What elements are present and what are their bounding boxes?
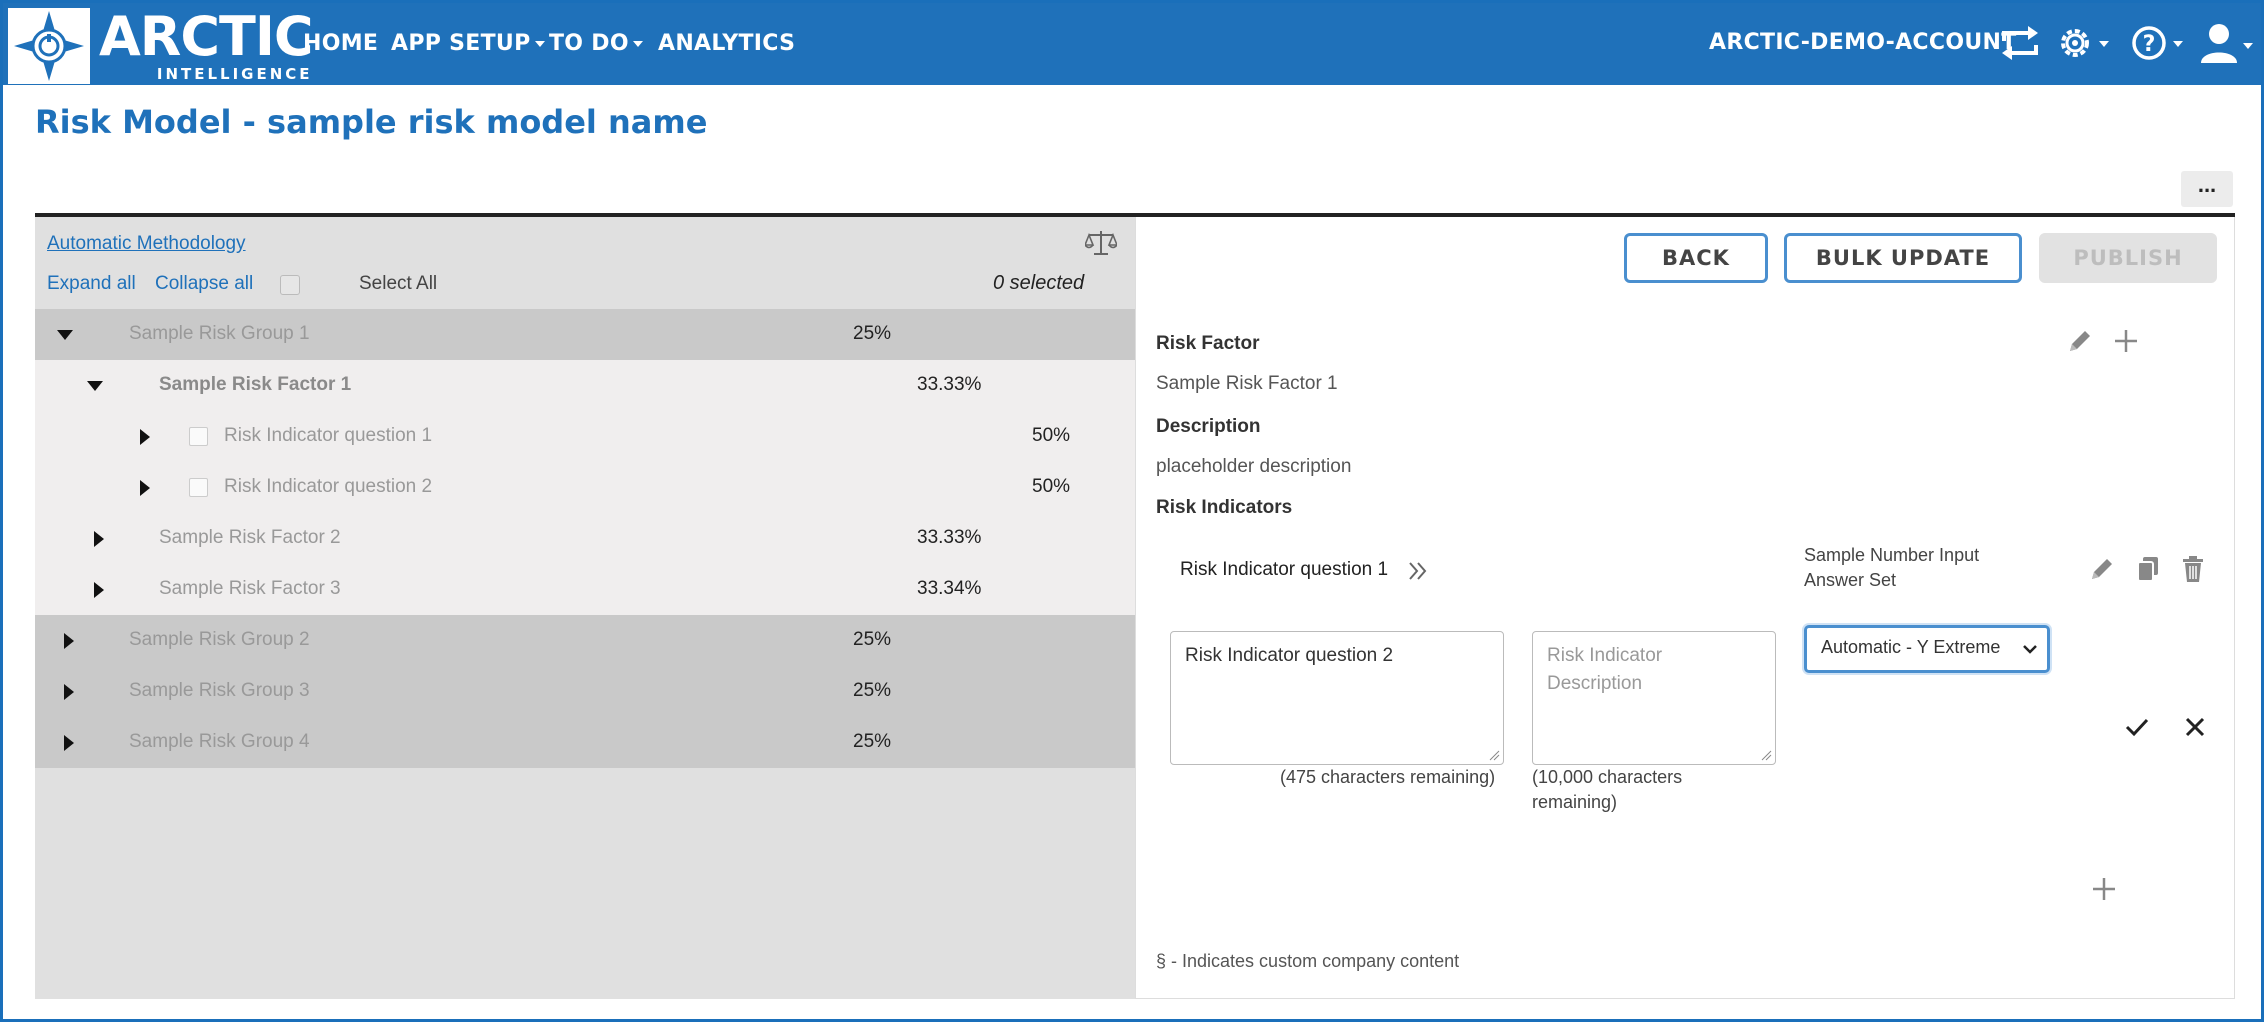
tree-row-percentage: 25% — [853, 323, 892, 344]
tree-row-factor[interactable]: Sample Risk Factor 2 33.33% — [35, 513, 1135, 564]
question-char-count: (475 characters remaining) — [1280, 767, 1496, 787]
indicator-question-textarea[interactable]: Risk Indicator question 2 — [1170, 631, 1504, 765]
gear-icon[interactable] — [2057, 23, 2111, 68]
indicator-question-input-value: Risk Indicator question 2 — [1185, 645, 1394, 666]
tree-row-factor[interactable]: Sample Risk Factor 1 33.33% — [35, 360, 1135, 411]
tree-row-label: Sample Risk Group 2 — [129, 629, 310, 650]
bulk-update-button[interactable]: BULK UPDATE — [1784, 233, 2022, 283]
tree-row-group[interactable]: Sample Risk Group 1 25% — [35, 309, 1135, 360]
methodology-link[interactable]: Automatic Methodology — [47, 233, 246, 254]
tree-row-percentage: 33.33% — [917, 527, 982, 548]
caret-right-icon[interactable] — [64, 633, 74, 649]
caret-right-icon[interactable] — [140, 429, 150, 445]
caret-down-icon[interactable] — [57, 330, 73, 340]
select-all-label: Select All — [359, 273, 438, 294]
tree-row-label: Risk Indicator question 1 — [224, 425, 433, 446]
tree-row-percentage: 33.34% — [917, 578, 982, 599]
brand-name: ARCTIC — [99, 5, 314, 68]
resize-grip-icon[interactable] — [1488, 749, 1500, 761]
tree-row-label: Sample Risk Factor 1 — [159, 374, 352, 395]
edit-pencil-icon[interactable] — [2066, 327, 2094, 360]
caret-right-icon[interactable] — [140, 480, 150, 496]
account-name[interactable]: ARCTIC-DEMO-ACCOUNT — [1709, 30, 2017, 55]
trash-icon[interactable] — [2180, 555, 2206, 588]
tree-row-percentage: 25% — [853, 629, 892, 650]
resize-grip-icon[interactable] — [1760, 749, 1772, 761]
tree-row-label: Sample Risk Group 1 — [129, 323, 310, 344]
copy-icon[interactable] — [2135, 555, 2161, 588]
tree-row-group[interactable]: Sample Risk Group 3 25% — [35, 666, 1135, 717]
arctic-logo-icon[interactable] — [8, 8, 90, 84]
caret-right-icon[interactable] — [94, 531, 104, 547]
risk-indicators-label: Risk Indicators — [1156, 497, 1293, 518]
brand-wordmark[interactable]: ARCTIC INTELLIGENCE — [99, 5, 314, 84]
tree-row-percentage: 25% — [853, 731, 892, 752]
tree-row-factor[interactable]: Sample Risk Factor 3 33.34% — [35, 564, 1135, 615]
switch-account-icon[interactable] — [1998, 23, 2042, 68]
tree-row-indicator[interactable]: Risk Indicator question 1 50% — [35, 411, 1135, 462]
indicator-description-placeholder: Risk Indicator Description — [1547, 645, 1663, 694]
chevron-down-icon — [2021, 640, 2039, 658]
risk-factor-detail-panel: BACK BULK UPDATE PUBLISH Risk Factor Sam… — [1135, 217, 2235, 999]
select-all-checkbox[interactable] — [280, 275, 300, 295]
risk-tree-panel: Automatic Methodology Expand all Collaps… — [35, 217, 1135, 999]
indicator-checkbox[interactable] — [189, 478, 208, 497]
caret-right-icon[interactable] — [64, 735, 74, 751]
cancel-close-icon[interactable] — [2183, 715, 2207, 744]
collapse-all-link[interactable]: Collapse all — [155, 273, 254, 294]
top-navbar: ARCTIC INTELLIGENCE HOME APP SETUP TO DO… — [3, 3, 2261, 85]
custom-content-footnote: § - Indicates custom company content — [1156, 951, 1460, 971]
description-label: Description — [1156, 416, 1261, 437]
risk-factor-label: Risk Factor — [1156, 333, 1260, 354]
tree-row-group[interactable]: Sample Risk Group 4 25% — [35, 717, 1135, 768]
caret-right-icon[interactable] — [94, 582, 104, 598]
indicator-answer-set: Sample Number Input Answer Set — [1804, 545, 1980, 590]
tree-row-label: Risk Indicator question 2 — [224, 476, 433, 497]
indicator-checkbox[interactable] — [189, 427, 208, 446]
caret-right-icon[interactable] — [64, 684, 74, 700]
more-options-button[interactable]: ... — [2181, 171, 2233, 207]
nav-app-setup[interactable]: APP SETUP — [391, 31, 545, 56]
page-title: Risk Model - sample risk model name — [35, 103, 708, 141]
selected-count: 0 selected — [993, 272, 1085, 294]
back-button[interactable]: BACK — [1624, 233, 1768, 283]
indicator-question: Risk Indicator question 1 — [1180, 559, 1389, 580]
chevron-down-icon — [534, 41, 545, 47]
tree-row-percentage: 50% — [1032, 425, 1071, 446]
publish-button[interactable]: PUBLISH — [2039, 233, 2217, 283]
tree-row-label: Sample Risk Factor 3 — [159, 578, 341, 599]
tree-row-label: Sample Risk Group 3 — [129, 680, 310, 701]
user-icon[interactable] — [2199, 21, 2257, 70]
description-value: placeholder description — [1156, 456, 1352, 477]
brand-tagline: INTELLIGENCE — [156, 65, 313, 83]
add-indicator-icon[interactable] — [2090, 875, 2118, 908]
risk-factor-value: Sample Risk Factor 1 — [1156, 373, 1338, 394]
tree-row-indicator[interactable]: Risk Indicator question 2 50% — [35, 462, 1135, 513]
expand-all-link[interactable]: Expand all — [47, 273, 136, 294]
tree-row-percentage: 25% — [853, 680, 892, 701]
tree-row-label: Sample Risk Factor 2 — [159, 527, 341, 548]
edit-pencil-icon[interactable] — [2088, 555, 2116, 588]
nav-analytics[interactable]: ANALYTICS — [658, 31, 796, 56]
confirm-check-icon[interactable] — [2124, 715, 2150, 744]
nav-home[interactable]: HOME — [303, 31, 379, 56]
tree-row-percentage: 50% — [1032, 476, 1071, 497]
tree-row-percentage: 33.33% — [917, 374, 982, 395]
double-chevron-right-icon[interactable] — [1406, 559, 1430, 588]
tree-row-group[interactable]: Sample Risk Group 2 25% — [35, 615, 1135, 666]
add-icon[interactable] — [2112, 327, 2140, 360]
nav-to-do[interactable]: TO DO — [549, 31, 643, 56]
chevron-down-icon — [632, 41, 643, 47]
help-icon[interactable]: ? — [2131, 23, 2185, 68]
svg-text:?: ? — [2143, 32, 2156, 57]
answer-set-selected-option: Automatic - Y Extreme — [1821, 637, 2001, 657]
tree-row-label: Sample Risk Group 4 — [129, 731, 310, 752]
indicator-description-textarea[interactable]: Risk Indicator Description — [1532, 631, 1776, 765]
caret-down-icon[interactable] — [87, 381, 103, 391]
answer-set-select[interactable]: Automatic - Y Extreme — [1804, 625, 2050, 673]
description-char-count: (10,000 characters remaining) — [1532, 767, 1683, 812]
divider — [35, 213, 2235, 217]
balance-scale-icon[interactable] — [1083, 229, 1119, 262]
